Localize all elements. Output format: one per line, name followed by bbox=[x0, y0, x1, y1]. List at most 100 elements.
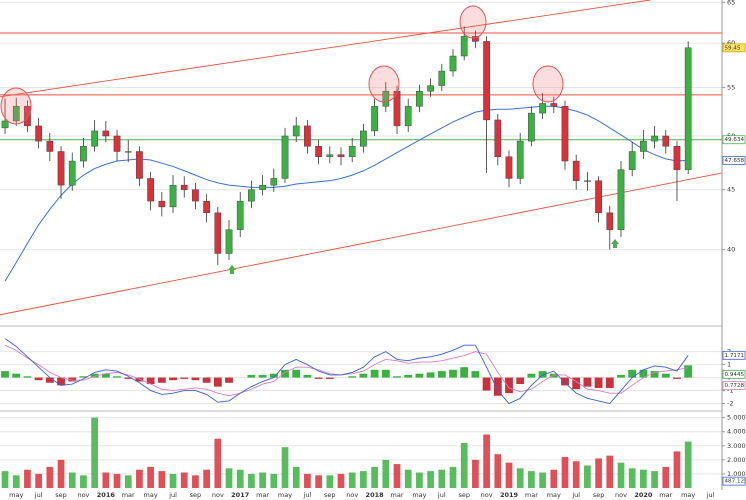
histogram-bar bbox=[225, 377, 233, 383]
candle-body bbox=[91, 130, 98, 147]
peak-circle bbox=[368, 65, 400, 103]
histogram-bar bbox=[415, 373, 424, 378]
histogram-bar bbox=[292, 369, 301, 378]
volume-bar bbox=[640, 469, 647, 488]
x-tick-label: may bbox=[144, 491, 158, 499]
volume-bar bbox=[24, 469, 31, 488]
candle-body bbox=[528, 112, 535, 142]
candle-body bbox=[617, 169, 625, 230]
candle-body bbox=[113, 135, 121, 152]
candle-body bbox=[393, 90, 401, 127]
y-tick-label: 4.000k bbox=[727, 428, 746, 436]
volume-bar bbox=[528, 471, 535, 488]
histogram-bar bbox=[34, 377, 43, 381]
annotations bbox=[0, 0, 723, 490]
x-tick-label: may bbox=[547, 491, 561, 499]
x-tick-label: sep bbox=[324, 491, 336, 499]
x-tick-label: sep bbox=[458, 491, 470, 499]
x-tick-label: mar bbox=[256, 491, 269, 499]
histogram-bar bbox=[594, 377, 603, 388]
volume-bar bbox=[516, 468, 524, 488]
candle-body bbox=[281, 135, 289, 179]
candle-body bbox=[180, 184, 188, 190]
histogram-bar bbox=[673, 377, 681, 379]
histogram-bar bbox=[661, 373, 670, 378]
candle-body bbox=[225, 229, 233, 254]
histogram-bar bbox=[628, 369, 637, 378]
candle-body bbox=[270, 178, 278, 186]
histogram-bar bbox=[247, 374, 256, 378]
value-label-box bbox=[722, 43, 746, 53]
histogram-bar bbox=[12, 373, 21, 378]
x-tick-label: sep bbox=[190, 491, 202, 499]
histogram-bar bbox=[1, 371, 9, 378]
x-tick-label: mar bbox=[391, 491, 404, 499]
buy-arrow bbox=[228, 265, 236, 274]
candle-body bbox=[147, 178, 154, 202]
histogram-bar bbox=[538, 371, 547, 378]
volume-bar bbox=[102, 472, 110, 488]
value-label-box bbox=[722, 476, 746, 486]
value-label: 0.9445 bbox=[725, 372, 745, 378]
histogram-bar bbox=[460, 367, 469, 378]
candle-body bbox=[651, 135, 658, 142]
candle-body bbox=[584, 180, 591, 182]
histogram-bar bbox=[303, 374, 312, 378]
histogram-bar bbox=[370, 369, 379, 378]
y-tick-label: -2 bbox=[727, 400, 733, 408]
volume-bar bbox=[281, 447, 289, 488]
volume-bar bbox=[46, 466, 54, 488]
candle-body bbox=[24, 106, 31, 127]
x-tick-label: sep bbox=[593, 491, 605, 499]
value-label: 49.634 bbox=[725, 137, 745, 143]
x-tick-label: jul bbox=[437, 491, 446, 499]
volume-bar bbox=[68, 472, 76, 488]
candle-body bbox=[35, 125, 42, 142]
volume-bar bbox=[416, 472, 423, 488]
y-tick-label: 2.000k bbox=[727, 456, 746, 464]
value-label-box bbox=[722, 369, 746, 379]
candle-body bbox=[460, 36, 468, 57]
volume-bar bbox=[449, 466, 457, 488]
y-tick-label: 1 bbox=[727, 361, 731, 369]
histogram-bar bbox=[605, 377, 614, 388]
histogram-bar bbox=[639, 369, 648, 378]
candle-body bbox=[124, 151, 132, 153]
candle-body bbox=[102, 130, 110, 137]
volume-bar bbox=[91, 417, 98, 488]
candle-body bbox=[595, 180, 602, 214]
candle-body bbox=[326, 154, 334, 157]
volume-bar bbox=[158, 471, 166, 488]
volume-bar bbox=[371, 466, 378, 488]
y-tick-label: 5.000k bbox=[727, 414, 746, 422]
volume-bar bbox=[326, 475, 334, 488]
volume-bar bbox=[236, 469, 244, 488]
peak-circle bbox=[0, 87, 32, 125]
histogram-bar bbox=[516, 377, 525, 385]
histogram-bar bbox=[426, 372, 435, 378]
candle-body bbox=[539, 103, 546, 114]
candle-body bbox=[606, 212, 614, 230]
x-tick-label: nov bbox=[77, 491, 89, 499]
x-tick-label: nov bbox=[615, 491, 627, 499]
value-label: 47.658 bbox=[725, 158, 745, 164]
candle-body bbox=[628, 151, 636, 170]
y-tick-label: 45 bbox=[727, 186, 735, 194]
histogram-bar bbox=[561, 377, 569, 386]
volume-bar bbox=[57, 459, 65, 488]
y-tick-label: 60 bbox=[727, 39, 735, 47]
histogram-bar bbox=[404, 374, 413, 378]
volume-bar bbox=[505, 462, 513, 488]
trend-line bbox=[0, 0, 651, 98]
volume-bar bbox=[404, 469, 412, 488]
value-label-box bbox=[722, 350, 746, 360]
candle-body bbox=[68, 160, 76, 186]
volume-bar bbox=[147, 466, 154, 488]
volume-bar bbox=[12, 475, 20, 488]
candle-body bbox=[561, 106, 569, 162]
candle-body bbox=[12, 106, 20, 122]
histogram-bar bbox=[583, 377, 592, 387]
x-tick-label: jul bbox=[303, 491, 312, 499]
histogram-bar bbox=[180, 377, 189, 379]
volume-bar bbox=[124, 475, 132, 488]
